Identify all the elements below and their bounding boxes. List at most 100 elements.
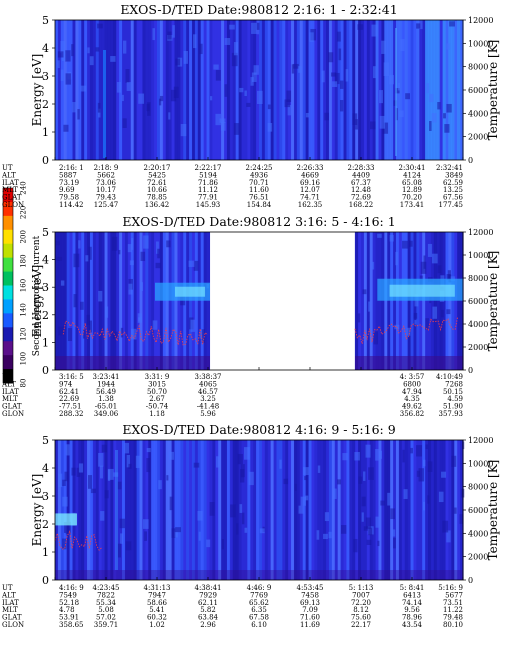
table-cell: 72.20 [351,599,371,607]
table-cell: 5: 1:13 [349,584,374,592]
table-cell: 358.65 [59,621,84,629]
heatmap-cell [63,124,69,132]
colorbar-tick-label: 120 [20,328,28,341]
heatmap-cell [240,464,245,478]
heatmap-stripe [439,20,444,160]
table-cell: 2.67 [149,395,165,403]
heatmap-stripe [384,20,388,160]
heatmap-cell [65,50,71,62]
heatmap-stripe [89,440,94,580]
heatmap-cell [100,511,105,521]
heatmap-stripe [145,440,149,580]
heatmap-stripe [191,20,196,160]
heatmap-stripe [410,440,415,580]
heatmap-stripe [241,440,246,580]
heatmap-stripe [72,20,76,160]
table-cell: 50.15 [443,388,463,396]
heatmap-cell [309,32,314,42]
table-cell: 154.84 [247,201,272,209]
heatmap-cell [115,450,118,570]
table-row-label: MLT [2,395,18,403]
heatmap-stripe [413,20,417,160]
y2-tick-label: 6000 [468,297,488,306]
heatmap-cell [73,253,80,268]
heatmap-cell [406,327,411,336]
colorbar-tick-label: 200 [20,230,28,243]
heatmap-stripe [369,20,374,160]
heatmap-cell [410,447,413,454]
table-cell: 58.66 [147,599,168,607]
heatmap-stripe [189,20,193,160]
heatmap-stripe [191,232,196,370]
heatmap-stripe [334,20,339,160]
table-cell: 359.71 [94,621,119,629]
heatmap-stripe [186,440,190,580]
heatmap-cell [166,475,169,481]
y-tick-label: 2 [42,98,49,111]
colorbar-segment [3,355,13,370]
heatmap-stripe [442,232,447,370]
heatmap-cell [287,104,292,116]
heatmap-stripe [226,440,231,580]
heatmap-cell [244,527,248,533]
heatmap-stripe [206,232,211,370]
heatmap-stripe [302,440,307,580]
heatmap-cell [338,48,342,61]
heatmap-stripe [247,20,251,160]
heatmap-cell [127,244,132,253]
heatmap-stripe [398,232,403,370]
table-row-label: ALT [1,171,16,179]
heatmap-cell [219,118,226,123]
heatmap-cell [387,492,391,506]
heatmap-stripe [451,440,455,580]
heatmap-stripe [401,440,406,580]
colorbar-segment [3,369,13,384]
heatmap-cell [188,260,195,267]
heatmap-cell [443,113,446,119]
heatmap-cell [370,121,376,130]
table-cell: 4: 3:57 [400,373,425,381]
heatmap-cell [125,541,132,551]
heatmap-cell [60,280,65,286]
heatmap-cell [166,240,171,248]
heatmap-cell [431,113,437,123]
heatmap-cell [267,104,271,110]
heatmap-stripe [323,440,327,580]
heatmap-cell [126,454,130,468]
heatmap-cell [215,69,221,81]
heatmap-stripe [139,20,144,160]
heatmap-cell [293,63,299,69]
y-tick-label: 0 [42,364,49,377]
heatmap-stripe [366,232,371,370]
table-cell: 73.06 [96,179,117,187]
table-row-label: GLAT [2,403,22,411]
heatmap-cell [155,241,159,254]
heatmap-cell [403,489,408,499]
heatmap-cell [267,123,273,132]
heatmap-stripe [460,20,464,160]
heatmap-cell [284,99,291,108]
heatmap-stripe [130,20,135,160]
table-cell: -41.48 [197,403,219,411]
table-row-label: UT [2,164,13,172]
heatmap-stripe [387,20,391,160]
heatmap-cell [233,42,239,56]
heatmap-stripe [305,440,310,580]
heatmap-stripe [221,440,225,580]
heatmap-stripe [279,440,283,580]
heatmap-cell [89,56,94,66]
heatmap-stripe [122,440,126,580]
table-cell: 74.71 [300,194,320,202]
heatmap-stripe [404,440,409,580]
heatmap-stripe [328,440,333,580]
heatmap-stripe [180,440,184,580]
heatmap-stripe [343,20,348,160]
y2-tick-label: 6000 [468,506,488,515]
heatmap-cell [375,516,380,528]
heatmap-stripe [87,232,91,370]
heatmap-stripe [381,440,385,580]
heatmap-stripe [419,20,423,160]
heatmap-stripe [349,20,353,160]
table-cell: 5.82 [200,606,216,614]
heatmap-stripe [387,232,391,370]
